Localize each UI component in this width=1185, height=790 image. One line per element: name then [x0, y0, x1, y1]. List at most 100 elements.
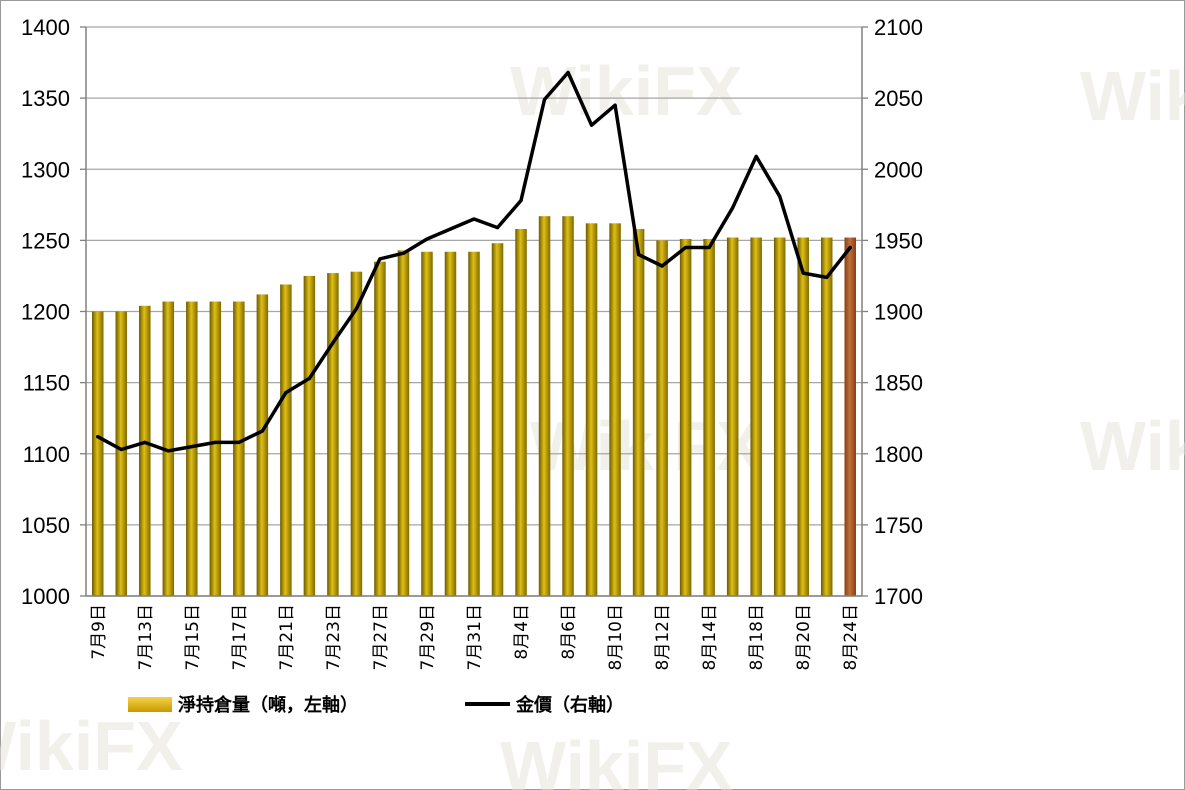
bar: [421, 251, 433, 596]
x-tick-label: 8月10日: [606, 604, 626, 670]
price-point: [542, 97, 547, 102]
bar: [515, 228, 527, 596]
price-point: [731, 206, 735, 210]
price-point: [848, 245, 852, 250]
left-tick-label: 1200: [21, 300, 70, 325]
left-tick-label: 1350: [21, 86, 70, 111]
bar: [233, 301, 245, 596]
bar: [209, 301, 222, 596]
price-point: [284, 390, 288, 395]
right-tick-label: 1700: [874, 584, 923, 609]
left-tick-label: 1050: [21, 513, 70, 538]
legend-label-holdings: 淨持倉量（噸，左軸）: [178, 694, 358, 716]
bar: [256, 294, 269, 596]
watermark-text: WikiFX: [510, 52, 743, 130]
bar: [491, 243, 504, 596]
bar: [820, 237, 833, 596]
left-axis-ticks: 1000 1050 1100 1150 1200 1250 1300 1350 1400: [21, 15, 70, 609]
price-point: [684, 245, 688, 250]
bar: [374, 261, 386, 596]
price-point: [213, 440, 217, 444]
price-point: [825, 275, 829, 279]
bar: [609, 223, 621, 596]
price-point: [307, 376, 311, 380]
price-point: [637, 253, 641, 257]
bar: [679, 238, 692, 596]
x-tick-label: 7月29日: [418, 604, 438, 670]
right-tick-label: 2050: [874, 86, 923, 111]
x-tick-label: 7月15日: [183, 604, 203, 670]
price-point: [143, 440, 147, 444]
right-axis-ticks: 1700 1750 1800 1850 1900 1950 2000 2050 2100: [874, 15, 923, 609]
price-point: [448, 227, 453, 231]
bar: [844, 237, 856, 596]
axes: [80, 26, 868, 597]
price-point: [519, 198, 523, 203]
x-tick-label: 7月13日: [136, 604, 156, 670]
price-point: [166, 449, 170, 453]
right-tick-label: 2100: [874, 15, 923, 40]
x-tick-label: 8月24日: [841, 604, 861, 670]
x-tick-label: 8月12日: [653, 604, 673, 670]
bar: [797, 237, 809, 596]
bar: [773, 237, 786, 596]
watermark-text: WikiFX: [1080, 57, 1185, 135]
price-point: [190, 445, 194, 449]
left-tick-label: 1250: [21, 228, 70, 253]
left-tick-label: 1400: [21, 15, 70, 40]
bar: [585, 223, 598, 596]
right-tick-label: 1850: [874, 371, 923, 396]
bar: [444, 251, 457, 596]
x-axis-ticks: 7月9日 7月13日 7月15日 7月17日 7月21日 7月23日 7月27日 7月29日 7…: [89, 604, 861, 670]
x-tick-label: 8月14日: [700, 604, 720, 670]
bar-series: [92, 216, 856, 596]
price-point: [260, 429, 264, 433]
price-point: [119, 447, 123, 452]
watermark-text: WikiFX: [500, 727, 733, 790]
price-point: [425, 237, 429, 241]
bar: [92, 311, 104, 596]
x-tick-label: 7月17日: [230, 604, 250, 670]
bar: [562, 216, 574, 596]
legend-swatch-holdings: [128, 697, 172, 712]
x-tick-label: 8月6日: [559, 604, 579, 660]
bar: [726, 237, 739, 596]
price-point: [801, 271, 805, 275]
legend: 淨持倉量（噸，左軸） 金價（右軸）: [128, 694, 624, 716]
left-tick-label: 1000: [21, 584, 70, 609]
x-tick-label: 7月21日: [277, 604, 297, 670]
price-point: [707, 245, 711, 250]
watermark-text: WikiFX: [0, 707, 183, 785]
price-point: [472, 217, 476, 221]
price-point: [96, 435, 100, 439]
price-point: [401, 251, 406, 255]
price-point: [589, 123, 594, 127]
price-point: [660, 264, 664, 268]
x-tick-label: 7月31日: [465, 604, 485, 670]
bar: [538, 216, 551, 596]
bar: [750, 237, 762, 596]
price-point: [331, 341, 335, 345]
left-tick-label: 1300: [21, 157, 70, 182]
price-point: [495, 225, 500, 230]
watermark-text: WikiFX: [1080, 407, 1185, 485]
x-tick-label: 8月4日: [512, 604, 532, 660]
bar: [703, 238, 715, 596]
right-tick-label: 1950: [874, 228, 923, 253]
price-point: [754, 154, 758, 159]
right-tick-label: 1800: [874, 442, 923, 467]
bar: [139, 305, 151, 596]
x-tick-label: 7月27日: [371, 604, 391, 670]
line-series: [96, 70, 852, 453]
bar: [162, 301, 175, 596]
bar: [656, 240, 668, 596]
right-tick-label: 1900: [874, 300, 923, 325]
price-point: [613, 103, 617, 107]
price-point: [354, 307, 359, 311]
right-tick-label: 1750: [874, 513, 923, 538]
x-tick-label: 8月18日: [747, 604, 767, 670]
x-tick-label: 7月9日: [89, 604, 109, 660]
x-tick-label: 8月20日: [794, 604, 814, 670]
left-tick-label: 1100: [23, 442, 70, 467]
